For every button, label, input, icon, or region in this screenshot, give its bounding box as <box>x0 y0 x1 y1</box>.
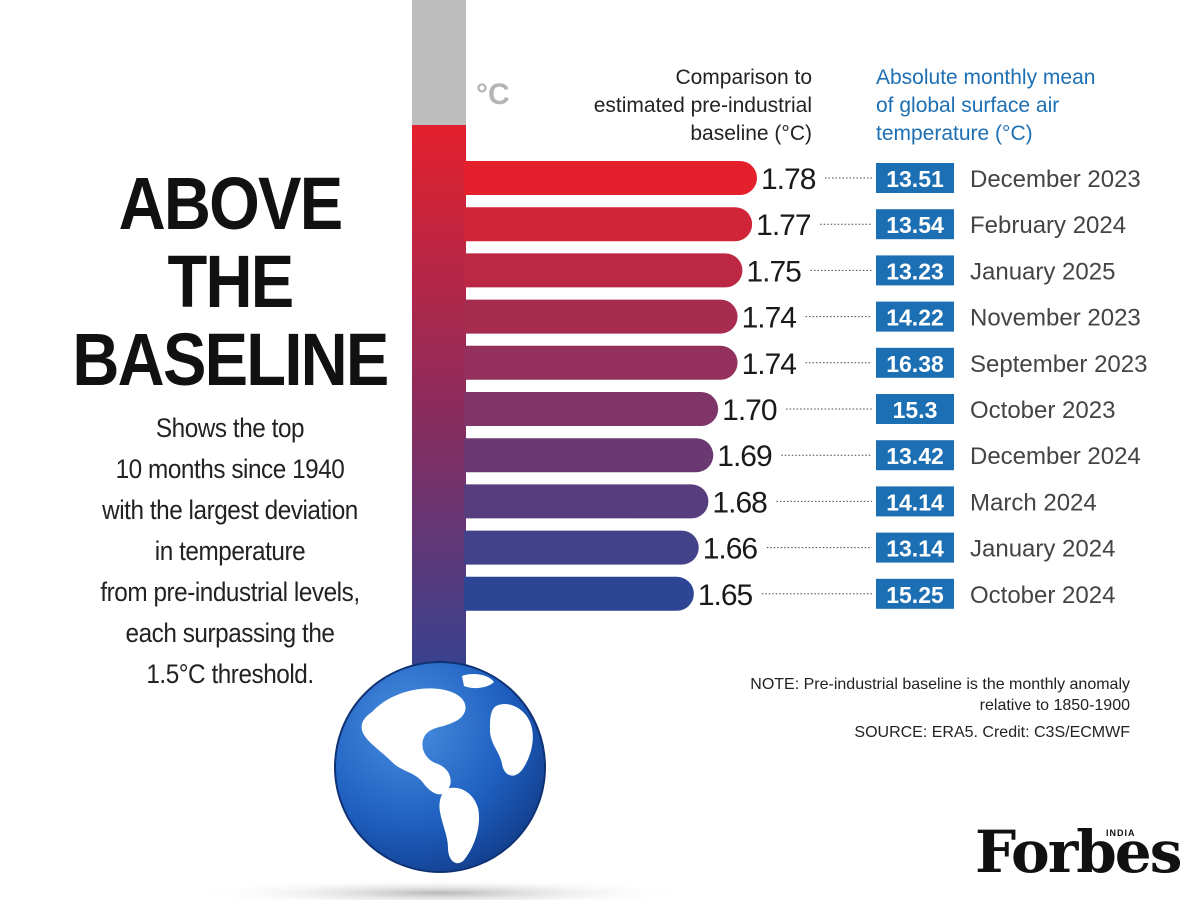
anomaly-bar <box>464 253 743 288</box>
header-line: baseline (°C) <box>690 122 812 145</box>
absolute-badge <box>876 532 954 563</box>
anomaly-bar <box>464 438 714 473</box>
globe-shadow <box>190 879 690 900</box>
bars-layer: 1.78 13.51 December 2023 1.77 13.54 February … <box>464 161 1147 612</box>
anomaly-value-label: 1.70 <box>722 394 777 427</box>
description-line: with the largest deviation <box>102 495 358 525</box>
anomaly-bar <box>464 345 738 380</box>
anomaly-bar <box>464 392 719 426</box>
month-label: October 2023 <box>970 397 1115 424</box>
globe-icon <box>334 661 546 873</box>
absolute-badge <box>876 209 954 240</box>
month-label: December 2024 <box>970 443 1141 470</box>
month-label: January 2025 <box>970 258 1115 285</box>
unit-label: °C <box>476 78 510 111</box>
description-line: 1.5°C threshold. <box>146 659 314 689</box>
note: NOTE: Pre-industrial baseline is the mon… <box>690 674 1130 716</box>
brand-edition: INDIA <box>1106 828 1136 838</box>
header-line: of global surface air <box>876 94 1060 117</box>
brand-logo: Forbes <box>975 818 1182 886</box>
description-line: 10 months since 1940 <box>115 454 345 484</box>
absolute-badge <box>876 440 954 471</box>
month-label: March 2024 <box>970 489 1097 516</box>
month-label: December 2023 <box>970 166 1141 193</box>
anomaly-value-label: 1.65 <box>698 579 753 612</box>
anomaly-bar <box>464 530 699 565</box>
source-credit: SOURCE: ERA5. Credit: C3S/ECMWF <box>854 724 1130 741</box>
absolute-value-label: 13.42 <box>886 443 944 469</box>
anomaly-bar <box>464 576 694 611</box>
thermometer-tube-filled <box>412 125 466 705</box>
anomaly-bar <box>464 484 709 519</box>
absolute-badge <box>876 394 954 424</box>
absolute-value-label: 13.23 <box>886 258 944 284</box>
absolute-badge <box>876 486 954 517</box>
anomaly-value-label: 1.74 <box>742 302 797 335</box>
absolute-badge <box>876 255 954 286</box>
absolute-value-label: 16.38 <box>886 351 944 377</box>
thermometer-tube-empty <box>412 0 466 125</box>
headline-line: BASELINE <box>72 318 389 401</box>
description-line: each surpassing the <box>125 618 335 648</box>
header-line: temperature (°C) <box>876 122 1033 145</box>
anomaly-value-label: 1.66 <box>703 533 758 566</box>
header-line: Absolute monthly mean <box>876 66 1096 89</box>
anomaly-value-label: 1.69 <box>717 440 772 473</box>
headline-line: THE <box>167 240 295 323</box>
anomaly-value-label: 1.75 <box>746 255 801 288</box>
month-label: November 2023 <box>970 305 1141 332</box>
anomaly-bar <box>464 161 757 195</box>
headline: ABOVE THE BASELINE <box>63 165 397 399</box>
column-header-anomaly: Comparison to estimated pre-industrial b… <box>560 64 812 148</box>
month-label: September 2023 <box>970 351 1147 378</box>
absolute-badge <box>876 163 954 193</box>
description-line: in temperature <box>154 536 306 566</box>
anomaly-bar <box>464 299 738 334</box>
month-label: February 2024 <box>970 212 1126 239</box>
anomaly-value-label: 1.74 <box>742 348 797 381</box>
anomaly-value-label: 1.68 <box>712 486 767 519</box>
absolute-value-label: 14.22 <box>886 305 944 331</box>
absolute-value-label: 15.3 <box>893 397 938 423</box>
absolute-value-label: 15.25 <box>886 582 944 608</box>
headline-line: ABOVE <box>118 162 344 245</box>
absolute-value-label: 13.14 <box>886 536 944 562</box>
anomaly-value-label: 1.78 <box>761 163 816 196</box>
absolute-value-label: 14.14 <box>886 489 944 515</box>
absolute-value-label: 13.54 <box>886 212 944 238</box>
description-line: Shows the top <box>155 413 305 443</box>
header-line: Comparison to <box>675 66 812 89</box>
note-line: NOTE: Pre-industrial baseline is the mon… <box>750 676 1130 693</box>
header-line: estimated pre-industrial <box>593 94 812 117</box>
absolute-badge <box>876 578 954 609</box>
absolute-badge <box>876 347 954 378</box>
description-line: from pre-industrial levels, <box>100 577 360 607</box>
note-line: relative to 1850-1900 <box>979 697 1130 714</box>
absolute-badge <box>876 301 954 332</box>
month-label: October 2024 <box>970 582 1115 609</box>
month-label: January 2024 <box>970 536 1115 563</box>
column-header-absolute: Absolute monthly mean of global surface … <box>876 64 1156 148</box>
anomaly-bar <box>464 207 753 242</box>
anomaly-value-label: 1.77 <box>756 209 811 242</box>
description: Shows the top 10 months since 1940 with … <box>77 408 383 695</box>
absolute-value-label: 13.51 <box>886 166 944 192</box>
